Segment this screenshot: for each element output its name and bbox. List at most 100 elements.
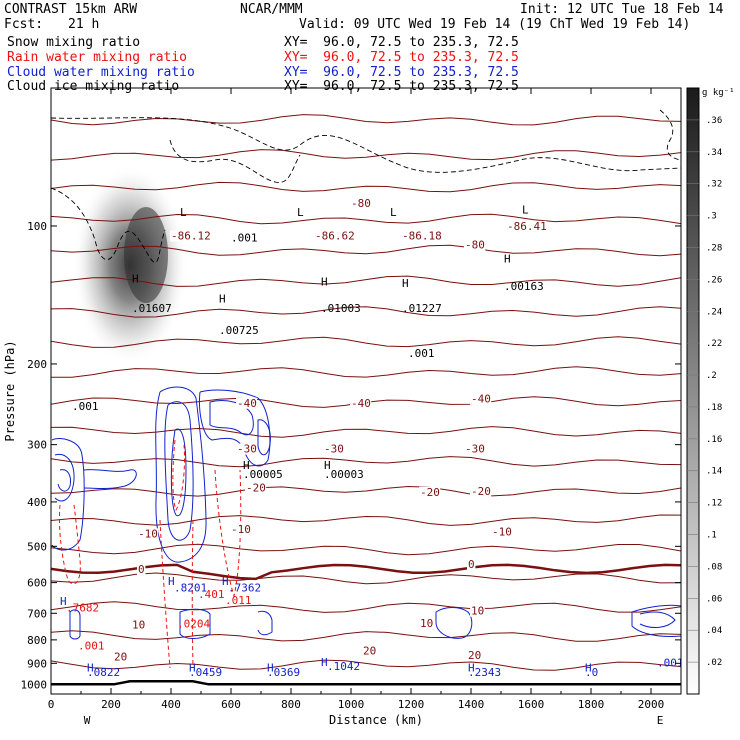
cloud-water-contour	[54, 453, 75, 502]
valid-time: Valid: 09 UTC Wed 19 Feb 14 (19 ChT Wed …	[299, 17, 691, 32]
temperature-label-bg	[236, 443, 258, 455]
isotherm-line	[51, 426, 681, 438]
contour-extreme-label: .001	[657, 657, 684, 670]
x-tick-label: 1200	[398, 698, 425, 711]
temperature-label: -80	[351, 197, 371, 210]
contour-extreme-label: H	[321, 276, 328, 289]
contour-extreme-label: .00725	[219, 324, 259, 337]
contour-extreme-label: .00003	[324, 468, 364, 481]
temperature-label-bg	[137, 564, 146, 576]
contour-extreme-label: H	[219, 293, 226, 306]
colorbar-tick-label: .28	[706, 243, 722, 253]
temperature-label-bg	[491, 526, 513, 538]
temperature-label-bg	[137, 528, 159, 540]
chart-title-left: CONTRAST 15km ARW	[4, 2, 138, 17]
temperature-label: 20	[114, 651, 127, 664]
x-tick-label: 400	[161, 698, 181, 711]
init-time: Init: 12 UTC Tue 18 Feb 14	[520, 2, 724, 17]
y-tick-label: 1000	[21, 678, 48, 691]
colorbar-tick-label: .26	[706, 275, 722, 285]
field-xy-cloud-ice: XY= 96.0, 72.5 to 235.3, 72.5	[284, 79, 519, 94]
field-name-cloud-water: Cloud water mixing ratio	[7, 65, 195, 80]
temperature-label: -86.12	[171, 229, 211, 242]
y-tick-label: 300	[27, 439, 47, 452]
temperature-label: -86.62	[315, 229, 355, 242]
colorbar-tick-label: .3	[706, 212, 717, 222]
temperature-label-bg	[401, 230, 442, 242]
plot-frame	[50, 87, 682, 695]
contour-extreme-label: H	[60, 595, 67, 608]
temperature-label: -40	[237, 397, 257, 410]
colorbar-tick-label: .16	[706, 435, 722, 445]
temperature-label: 10	[471, 605, 484, 618]
temperature-label-bg	[470, 485, 492, 497]
temperature-label-bg	[314, 230, 355, 242]
cloud-water-contour	[164, 401, 194, 541]
colorbar-tick-label: .24	[706, 307, 722, 317]
y-tick-label: 200	[27, 358, 47, 371]
temperature-label-bg	[362, 645, 377, 657]
contour-extreme-label: H	[468, 662, 475, 675]
isotherm-line	[51, 630, 681, 642]
x-tick-label: 2000	[638, 698, 665, 711]
contour-extreme-label: .8201	[174, 582, 207, 595]
cloud-water-contour	[179, 608, 211, 639]
colorbar-tick-label: .06	[706, 594, 722, 604]
rain-water-contour	[159, 519, 171, 669]
temperature-label: 20	[363, 644, 376, 657]
contour-extreme-label: .0822	[87, 666, 120, 679]
x-tick-label: 1600	[518, 698, 545, 711]
isotherm-line	[51, 456, 681, 468]
isotherm-line	[51, 149, 681, 161]
contour-extreme-label: .0	[585, 666, 598, 679]
cloud-water-contour	[209, 400, 254, 436]
colorbar-tick-label: .22	[706, 339, 722, 349]
colorbar: .02 .04 .06 .08 .1 .12 .14 .16 .18 .2 .22 .24 .26 .28…	[686, 87, 735, 695]
contour-extreme-label: H	[267, 662, 274, 675]
contour-extreme-label: H	[189, 662, 196, 675]
x-axis-label: Distance (km)	[329, 713, 423, 727]
temperature-label-bg	[464, 443, 486, 455]
temperature-label: -10	[231, 523, 251, 536]
isotherm-line	[51, 485, 681, 497]
temperature-label: 10	[420, 617, 433, 630]
temperature-label: -10	[492, 526, 512, 539]
contour-extreme-label: H	[504, 252, 511, 265]
temperature-label: -30	[237, 442, 257, 455]
x-tick-label: 800	[281, 698, 301, 711]
isotherm-line	[51, 213, 681, 225]
isotherm-line	[51, 543, 681, 556]
isotherm-line	[51, 659, 681, 671]
contour-extreme-label: .001	[78, 640, 105, 653]
cloud-water-contour	[57, 469, 71, 492]
rain-water-contour	[214, 469, 242, 598]
contour-extreme-label: H	[132, 273, 139, 286]
contour-extreme-label: H	[87, 662, 94, 675]
isotherm-line	[51, 514, 681, 526]
y-axis-label: Pressure (hPa)	[3, 340, 17, 441]
colorbar-tick-label: .14	[706, 467, 722, 477]
contour-extreme-label: H	[243, 459, 250, 472]
y-tick-label: 500	[27, 540, 47, 553]
temperature-label-bg	[464, 239, 486, 251]
contour-extreme-label: .00163	[504, 280, 544, 293]
field-xy-rain: XY= 96.0, 72.5 to 235.3, 72.5	[284, 50, 519, 65]
contour-extreme-label: L	[297, 206, 304, 219]
contour-extreme-label: .01607	[132, 302, 172, 315]
contour-extreme-label: .401	[198, 588, 225, 601]
colorbar-tick-label: .32	[706, 180, 722, 190]
cloud-water-contour	[69, 609, 81, 640]
contour-extreme-label: .00005	[243, 468, 283, 481]
temperature-label-bg	[470, 393, 492, 405]
temperature-label-bg	[113, 651, 128, 663]
colorbar-tick-label: .04	[706, 626, 722, 636]
contour-extreme-label: .01003	[321, 302, 361, 315]
forecast-value: 21 h	[68, 17, 100, 32]
colorbar-tick-label: .1	[706, 531, 717, 541]
cloud-ice-contour	[51, 117, 681, 173]
snow-shading-core	[124, 207, 168, 303]
freezing-level-line	[51, 563, 681, 581]
isotherm-line	[51, 275, 681, 287]
temperature-label-bg	[350, 397, 372, 409]
temperature-label: -80	[465, 239, 485, 252]
